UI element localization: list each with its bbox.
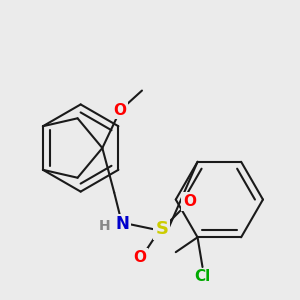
Text: H: H <box>98 219 110 233</box>
Text: O: O <box>114 103 127 118</box>
Text: O: O <box>183 194 196 209</box>
Text: O: O <box>134 250 146 265</box>
Text: Cl: Cl <box>194 269 211 284</box>
Text: S: S <box>155 220 168 238</box>
Text: N: N <box>115 215 129 233</box>
